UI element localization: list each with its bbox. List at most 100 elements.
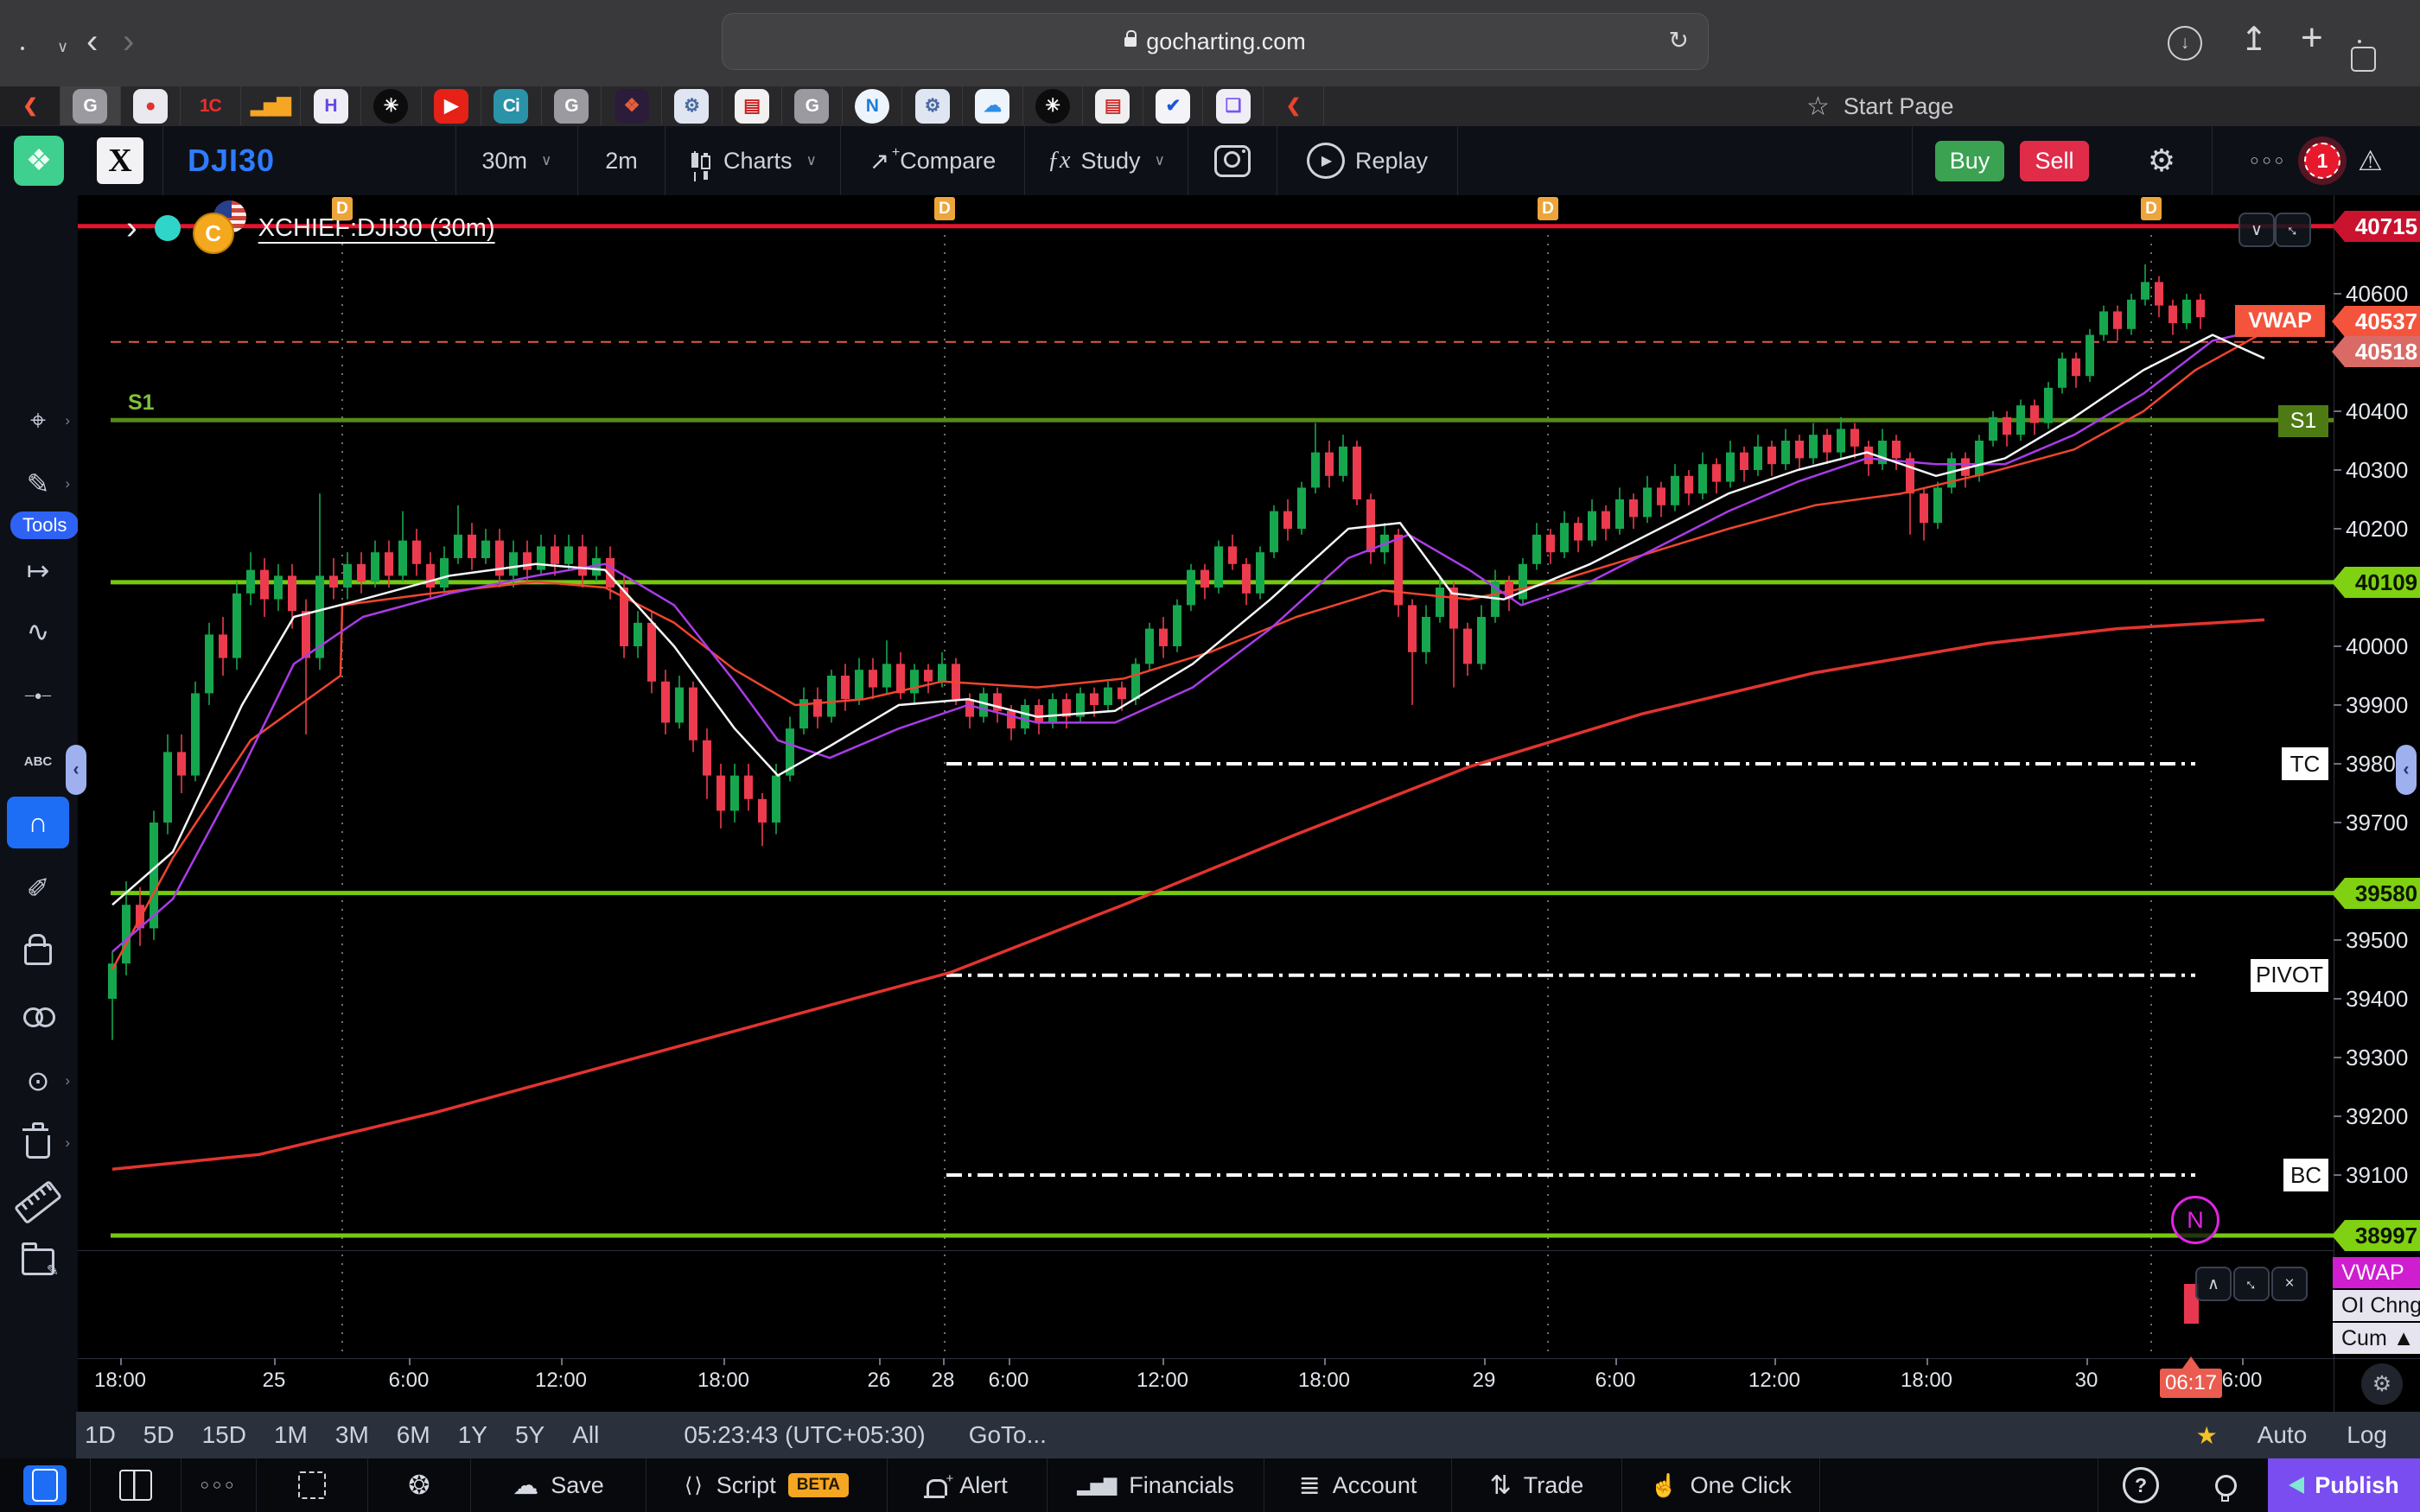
- timeframe-1y[interactable]: 1Y: [457, 1421, 487, 1448]
- magnet-tool[interactable]: ∩: [7, 797, 69, 848]
- pinned-tab-onecode-tab[interactable]: 1C: [181, 86, 241, 125]
- ideas-button[interactable]: [2183, 1458, 2268, 1512]
- timeframe-1d[interactable]: 1D: [85, 1421, 116, 1448]
- log-scale-toggle[interactable]: Log: [2347, 1421, 2387, 1448]
- publish-button[interactable]: Publish: [2268, 1458, 2420, 1512]
- theme-button[interactable]: ❂: [368, 1458, 471, 1512]
- auto-scale-toggle[interactable]: Auto: [2257, 1421, 2308, 1448]
- buy-button[interactable]: Buy: [1935, 140, 2004, 181]
- save-button[interactable]: ☁ Save: [471, 1458, 646, 1512]
- pinned-tab-ci-tab[interactable]: Ci: [481, 86, 542, 125]
- downloads-icon[interactable]: ↓: [2168, 26, 2202, 60]
- pinned-tab-toolbox-tab-2[interactable]: ⚙: [902, 86, 963, 125]
- pinned-tab-doc-tab[interactable]: ▤: [1083, 86, 1143, 125]
- time-axis[interactable]: [78, 1358, 2334, 1413]
- more-options-icon[interactable]: ○○○: [2250, 152, 2288, 168]
- favorite-star-icon[interactable]: ★: [2195, 1421, 2218, 1449]
- delete-tool[interactable]: ›: [0, 1115, 76, 1172]
- measure-tool[interactable]: ↦: [0, 542, 76, 599]
- clock-label[interactable]: 05:23:43 (UTC+05:30): [684, 1421, 926, 1448]
- study-dropdown[interactable]: ƒx Study ∨: [1025, 126, 1188, 195]
- financials-button[interactable]: ▂▅▇ Financials: [1048, 1458, 1264, 1512]
- back-icon[interactable]: ‹: [86, 22, 99, 60]
- crosshair-tool[interactable]: ⌖ ›: [0, 392, 76, 449]
- address-bar[interactable]: gocharting.com ↻: [722, 13, 1709, 70]
- folder-tool[interactable]: [0, 1233, 76, 1290]
- sidebar-toggle-icon[interactable]: [21, 31, 24, 66]
- warning-icon[interactable]: ⚠: [2358, 145, 2383, 176]
- replay-button[interactable]: ▶ Replay: [1277, 126, 1458, 195]
- reload-icon[interactable]: ↻: [1668, 27, 1689, 54]
- pinned-tab-red-circle-tab[interactable]: ●: [120, 86, 182, 125]
- pinned-tab-kite-tab-2[interactable]: ❮: [1264, 86, 1324, 125]
- pinned-tab-game-tab[interactable]: ❖: [602, 86, 662, 125]
- new-tab-icon[interactable]: +: [2301, 16, 2323, 59]
- expand-icon[interactable]: ›: [65, 1134, 70, 1151]
- interval-dropdown[interactable]: 30m ∨: [456, 126, 578, 195]
- pinned-tab-purple-frame-tab[interactable]: ❑: [1203, 86, 1264, 125]
- layout-split-button[interactable]: [91, 1458, 182, 1512]
- lock-draw-tool[interactable]: ✐: [0, 860, 76, 917]
- visibility-tool[interactable]: ⊙ ›: [0, 1052, 76, 1109]
- symbol-search[interactable]: DJI30: [163, 126, 456, 195]
- draw-tools[interactable]: ✎ ›: [0, 455, 76, 512]
- one-click-button[interactable]: ☝ One Click: [1622, 1458, 1820, 1512]
- forward-icon[interactable]: ›: [123, 22, 135, 60]
- pinned-tab-cloud-tab[interactable]: ☁: [963, 86, 1023, 125]
- notification-badge[interactable]: 1: [2304, 143, 2341, 179]
- pinned-tab-google-tab-3[interactable]: G: [782, 86, 843, 125]
- fullscreen-button[interactable]: [257, 1458, 368, 1512]
- layout-single-button[interactable]: [0, 1458, 91, 1512]
- goto-button[interactable]: GoTo...: [968, 1421, 1047, 1448]
- help-button[interactable]: ?: [2098, 1458, 2183, 1512]
- pinned-tab-job-alert-tab[interactable]: ▤: [722, 86, 783, 125]
- timeframe-all[interactable]: All: [572, 1421, 600, 1448]
- expand-icon[interactable]: ›: [65, 1072, 70, 1089]
- trade-button[interactable]: ⇅ Trade: [1452, 1458, 1622, 1512]
- price-axis[interactable]: [2334, 195, 2420, 1358]
- timeframe-15d[interactable]: 15D: [201, 1421, 246, 1448]
- chart-area[interactable]: [78, 195, 2334, 1358]
- timeframe-1m[interactable]: 1M: [273, 1421, 308, 1448]
- timeframe-5y[interactable]: 5Y: [514, 1421, 545, 1448]
- annotation-tool[interactable]: ABC: [0, 733, 76, 790]
- link-tool[interactable]: [0, 988, 76, 1045]
- pinned-tab-check-tab[interactable]: ✔: [1143, 86, 1204, 125]
- gear-icon: ⚙: [2147, 143, 2176, 178]
- pattern-tool[interactable]: ∿: [0, 603, 76, 660]
- pinned-tab-chatgpt-tab-2[interactable]: ✳: [1022, 86, 1084, 125]
- pinned-tab-youtube-tab[interactable]: ▶: [421, 86, 482, 125]
- expand-icon[interactable]: ›: [65, 412, 70, 429]
- account-button[interactable]: ≣ Account: [1264, 1458, 1452, 1512]
- charts-dropdown[interactable]: Charts ∨: [666, 126, 841, 195]
- sell-button[interactable]: Sell: [2020, 140, 2089, 181]
- tab-group-chevron-icon[interactable]: ∨: [57, 38, 69, 55]
- active-tab-start-page[interactable]: ☆ Start Page: [1806, 86, 1953, 126]
- expand-icon[interactable]: ›: [65, 475, 70, 492]
- share-icon[interactable]: ↥: [2240, 22, 2268, 58]
- alert-button[interactable]: Alert: [888, 1458, 1048, 1512]
- gocharting-logo[interactable]: ❖: [0, 126, 78, 195]
- script-button[interactable]: ⟨⟩ Script BETA: [646, 1458, 888, 1512]
- pinned-tab-google-tab[interactable]: G: [60, 86, 121, 125]
- ruler-tool[interactable]: [0, 1173, 76, 1230]
- padlock-tool[interactable]: [0, 920, 76, 977]
- pinned-tab-hostinger-tab[interactable]: H: [301, 86, 361, 125]
- pinned-tab-analytics-tab[interactable]: ▂▅▇: [240, 86, 302, 125]
- timeframe-6m[interactable]: 6M: [396, 1421, 430, 1448]
- pinned-tab-toolbox-tab[interactable]: ⚙: [662, 86, 723, 125]
- snapshot-button[interactable]: [1188, 126, 1277, 195]
- tab-overview-icon[interactable]: [2358, 24, 2361, 59]
- pinned-tab-kite-tab[interactable]: ❮: [0, 86, 60, 125]
- symbol-logo[interactable]: X: [78, 126, 163, 195]
- hline-tool[interactable]: ─●─: [0, 667, 76, 724]
- pinned-tab-google-tab-2[interactable]: G: [541, 86, 602, 125]
- settings-button[interactable]: ⚙: [2111, 126, 2213, 195]
- timeframe-5d[interactable]: 5D: [143, 1421, 175, 1448]
- layout-more-button[interactable]: ○○○: [182, 1458, 257, 1512]
- pinned-tab-chatgpt-tab[interactable]: ✳: [361, 86, 422, 125]
- interval-2m[interactable]: 2m: [578, 126, 666, 195]
- compare-button[interactable]: ↗ + Compare: [841, 126, 1025, 195]
- timeframe-3m[interactable]: 3M: [334, 1421, 369, 1448]
- pinned-tab-n-circle-tab[interactable]: N: [842, 86, 903, 125]
